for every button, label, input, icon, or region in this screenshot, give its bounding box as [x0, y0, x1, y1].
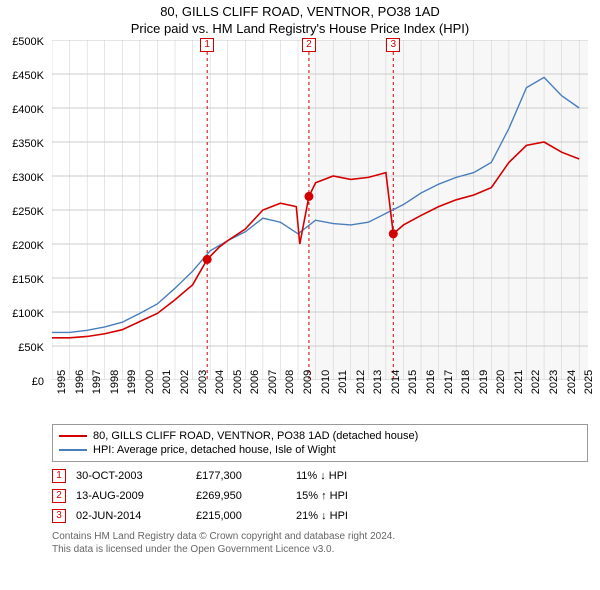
y-tick-label: £0 [32, 376, 44, 388]
x-tick-label: 2022 [530, 370, 542, 394]
x-tick-label: 2002 [179, 370, 191, 394]
x-tick-label: 2012 [355, 370, 367, 394]
sales-date: 30-OCT-2003 [76, 470, 186, 482]
x-tick-label: 2006 [249, 370, 261, 394]
y-axis-labels: £0£50K£100K£150K£200K£250K£300K£350K£400… [0, 42, 48, 382]
x-tick-label: 2017 [443, 370, 455, 394]
x-axis-labels: 1995199619971998199920002001200220032004… [52, 380, 588, 418]
x-tick-label: 2005 [232, 370, 244, 394]
x-tick-label: 2021 [513, 370, 525, 394]
sales-marker: 3 [52, 509, 66, 523]
sales-row: 1 30-OCT-2003 £177,300 11% ↓ HPI [52, 466, 588, 486]
x-tick-label: 2001 [161, 370, 173, 394]
legend-swatch [59, 449, 87, 451]
legend-label: HPI: Average price, detached house, Isle… [93, 444, 336, 456]
x-tick-label: 2004 [214, 370, 226, 394]
x-tick-label: 2000 [144, 370, 156, 394]
x-tick-label: 2007 [267, 370, 279, 394]
sales-price: £215,000 [196, 510, 286, 522]
sales-marker: 1 [52, 469, 66, 483]
x-tick-label: 2003 [197, 370, 209, 394]
x-tick-label: 2015 [407, 370, 419, 394]
x-tick-label: 2014 [390, 370, 402, 394]
chart-marker-2: 2 [302, 38, 316, 52]
x-tick-label: 2025 [583, 370, 595, 394]
legend-item: HPI: Average price, detached house, Isle… [59, 443, 581, 457]
sales-table: 1 30-OCT-2003 £177,300 11% ↓ HPI 2 13-AUG-200… [52, 466, 588, 526]
chart-container: 80, GILLS CLIFF ROAD, VENTNOR, PO38 1AD … [0, 0, 600, 590]
legend-item: 80, GILLS CLIFF ROAD, VENTNOR, PO38 1AD … [59, 429, 581, 443]
sales-row: 3 02-JUN-2014 £215,000 21% ↓ HPI [52, 506, 588, 526]
x-tick-label: 1997 [91, 370, 103, 394]
title-line-1: 80, GILLS CLIFF ROAD, VENTNOR, PO38 1AD [0, 4, 600, 21]
footer-line-1: Contains HM Land Registry data © Crown c… [52, 530, 588, 543]
x-tick-label: 2016 [425, 370, 437, 394]
sales-price: £177,300 [196, 470, 286, 482]
x-tick-label: 2020 [495, 370, 507, 394]
x-tick-label: 2009 [302, 370, 314, 394]
y-tick-label: £500K [12, 36, 44, 48]
x-tick-label: 2019 [478, 370, 490, 394]
y-tick-label: £200K [12, 240, 44, 252]
sales-diff: 15% ↑ HPI [296, 490, 386, 502]
sales-row: 2 13-AUG-2009 £269,950 15% ↑ HPI [52, 486, 588, 506]
y-tick-label: £300K [12, 172, 44, 184]
x-tick-label: 2008 [284, 370, 296, 394]
y-tick-label: £150K [12, 274, 44, 286]
sales-price: £269,950 [196, 490, 286, 502]
y-tick-label: £250K [12, 206, 44, 218]
chart-marker-1: 1 [200, 38, 214, 52]
x-tick-label: 2011 [337, 370, 349, 394]
legend-swatch [59, 435, 87, 437]
x-tick-label: 2010 [320, 370, 332, 394]
x-tick-label: 1998 [109, 370, 121, 394]
y-tick-label: £450K [12, 70, 44, 82]
x-tick-label: 1999 [126, 370, 138, 394]
x-tick-label: 2018 [460, 370, 472, 394]
sales-marker: 2 [52, 489, 66, 503]
y-tick-label: £400K [12, 104, 44, 116]
footer-line-2: This data is licensed under the Open Gov… [52, 543, 588, 556]
sales-diff: 11% ↓ HPI [296, 470, 386, 482]
y-tick-label: £50K [18, 342, 44, 354]
x-tick-label: 2023 [548, 370, 560, 394]
sales-date: 13-AUG-2009 [76, 490, 186, 502]
y-tick-label: £100K [12, 308, 44, 320]
x-tick-label: 1995 [56, 370, 68, 394]
sales-diff: 21% ↓ HPI [296, 510, 386, 522]
x-tick-label: 2024 [566, 370, 578, 394]
sales-date: 02-JUN-2014 [76, 510, 186, 522]
legend-label: 80, GILLS CLIFF ROAD, VENTNOR, PO38 1AD … [93, 430, 418, 442]
chart-svg [52, 40, 588, 380]
legend: 80, GILLS CLIFF ROAD, VENTNOR, PO38 1AD … [52, 424, 588, 462]
title-block: 80, GILLS CLIFF ROAD, VENTNOR, PO38 1AD … [0, 0, 600, 40]
x-tick-label: 1996 [74, 370, 86, 394]
chart-area: 1 2 3 [52, 40, 588, 380]
x-tick-label: 2013 [372, 370, 384, 394]
chart-marker-3: 3 [386, 38, 400, 52]
y-tick-label: £350K [12, 138, 44, 150]
footer: Contains HM Land Registry data © Crown c… [52, 530, 588, 556]
title-line-2: Price paid vs. HM Land Registry's House … [0, 21, 600, 38]
